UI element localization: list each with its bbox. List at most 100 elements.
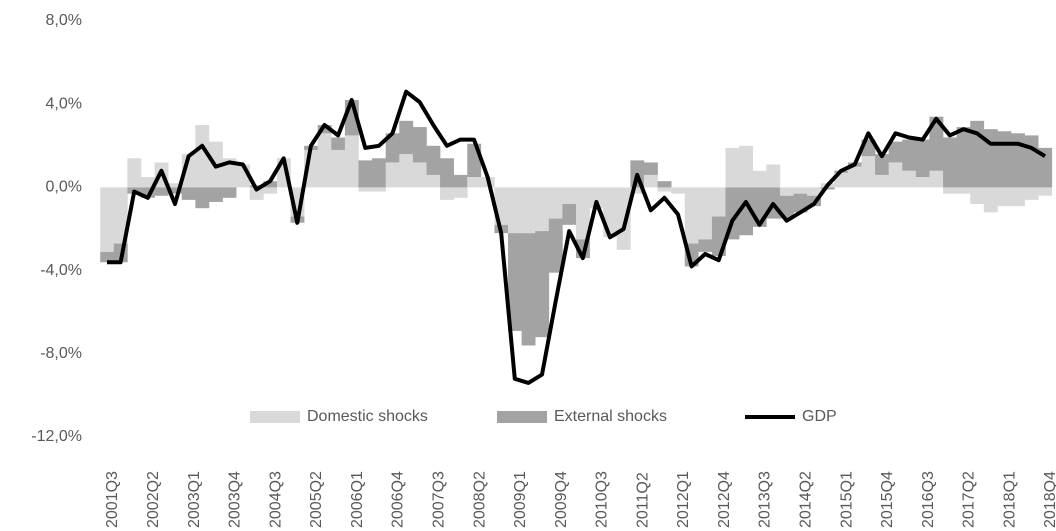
bar <box>956 127 971 188</box>
bar <box>249 187 264 200</box>
bar <box>222 158 237 188</box>
bar <box>875 174 889 188</box>
x-tick-label: 2006Q1 <box>349 471 366 528</box>
x-tick-label: 2012Q1 <box>675 471 692 528</box>
x-tick-label: 2016Q3 <box>920 471 937 528</box>
bar <box>1038 147 1053 188</box>
bar <box>929 116 944 171</box>
x-tick-label: 2009Q4 <box>553 471 570 528</box>
bar <box>1024 135 1039 188</box>
bar <box>589 187 604 209</box>
legend-label: External shocks <box>554 408 667 425</box>
bar <box>140 187 155 198</box>
bar <box>385 162 400 188</box>
bar <box>521 233 536 346</box>
legend-swatch <box>250 411 300 423</box>
bar <box>399 120 414 155</box>
bar <box>535 231 550 338</box>
bar <box>915 177 930 188</box>
bar <box>263 181 278 188</box>
bar <box>426 174 441 188</box>
legend-label: GDP <box>802 408 837 425</box>
bar <box>344 135 359 188</box>
bar <box>1011 133 1025 188</box>
x-tick-label: 2014Q2 <box>798 471 815 528</box>
bar <box>807 187 821 196</box>
y-tick-label: 0,0% <box>46 179 82 196</box>
bar <box>508 233 522 331</box>
bar <box>861 156 876 188</box>
y-tick-label: -4,0% <box>40 262 82 279</box>
bar <box>113 187 128 244</box>
bar <box>997 131 1012 188</box>
bar <box>426 145 441 175</box>
bar <box>453 187 468 198</box>
bar <box>915 139 930 177</box>
bar <box>643 162 658 175</box>
legend-label: Domestic shocks <box>307 408 428 425</box>
bar <box>168 183 183 188</box>
bar <box>467 177 482 188</box>
bar <box>263 187 278 194</box>
bar <box>888 141 903 163</box>
bar <box>793 187 808 194</box>
bar <box>372 187 386 192</box>
bar <box>698 187 713 240</box>
bar <box>698 239 713 252</box>
x-tick-label: 2001Q3 <box>104 471 121 528</box>
bar <box>684 187 699 244</box>
bar <box>548 218 563 273</box>
bar <box>412 127 427 163</box>
x-tick-label: 2012Q4 <box>716 471 733 528</box>
bar <box>902 170 917 188</box>
x-tick-label: 2018Q1 <box>1001 471 1018 528</box>
bar <box>956 187 971 194</box>
bar <box>1038 187 1053 196</box>
bar <box>643 174 658 188</box>
bar <box>562 187 577 205</box>
bar <box>317 125 332 134</box>
bar <box>752 170 767 188</box>
bar <box>372 158 386 188</box>
x-tick-label: 2003Q1 <box>186 471 203 528</box>
x-tick-label: 2018Q4 <box>1042 471 1056 528</box>
bar <box>929 170 944 188</box>
x-tick-label: 2013Q3 <box>757 471 774 528</box>
bar <box>847 166 862 188</box>
bar <box>385 133 400 163</box>
x-tick-label: 2003Q4 <box>227 471 244 528</box>
bar <box>739 187 754 236</box>
bar <box>100 187 115 252</box>
bar <box>997 187 1012 207</box>
bar <box>888 162 903 188</box>
bar <box>739 145 754 188</box>
bar <box>1024 187 1039 200</box>
bar <box>766 164 781 188</box>
bar <box>440 187 454 200</box>
x-tick-label: 2007Q3 <box>430 471 447 528</box>
bar <box>725 147 740 188</box>
x-tick-label: 2006Q4 <box>390 471 407 528</box>
x-tick-label: 2015Q4 <box>879 471 896 528</box>
x-tick-label: 2008Q2 <box>471 471 488 528</box>
bar <box>521 187 536 234</box>
bar <box>970 187 985 205</box>
bar <box>195 187 210 209</box>
bar <box>657 181 672 188</box>
bar <box>983 187 998 213</box>
bar <box>440 158 454 188</box>
bar <box>195 125 210 188</box>
bar <box>535 187 550 232</box>
bar <box>943 137 957 188</box>
bar <box>616 187 631 250</box>
x-tick-label: 2009Q1 <box>512 471 529 528</box>
bar <box>711 187 726 217</box>
y-tick-label: 8,0% <box>46 12 82 29</box>
bar <box>140 177 155 188</box>
x-tick-label: 2002Q2 <box>145 471 162 528</box>
bar <box>412 162 427 188</box>
x-tick-label: 2005Q2 <box>308 471 325 528</box>
bar <box>181 187 196 200</box>
bar <box>1011 187 1025 207</box>
